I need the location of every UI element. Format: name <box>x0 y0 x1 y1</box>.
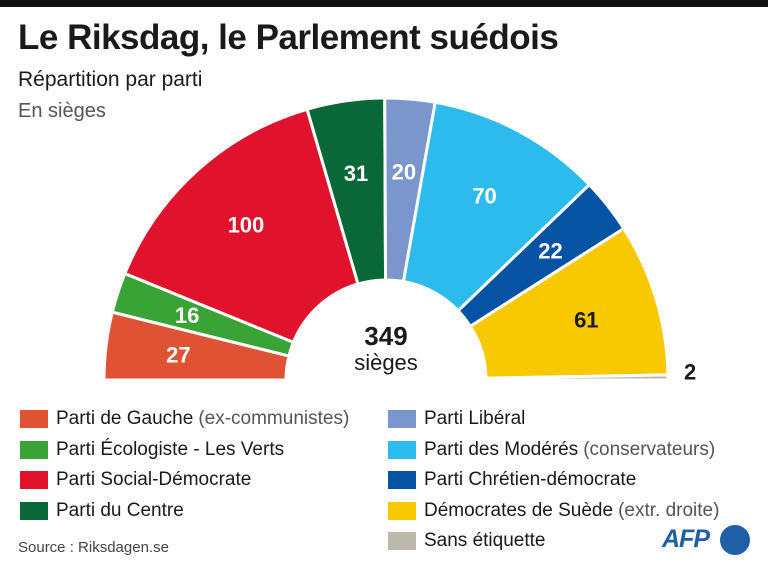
legend-item: Démocrates de Suède (extr. droite) <box>388 496 719 527</box>
legend-item: Parti Libéral <box>388 404 719 435</box>
legend-label: Parti Social-Démocrate <box>56 469 252 491</box>
legend-swatch <box>20 440 48 459</box>
legend-swatch <box>388 440 416 459</box>
legend-right: Parti Libéral Parti des Modérés (conservat… <box>388 404 719 557</box>
legend-swatch <box>20 501 48 520</box>
legend-note: (conservateurs) <box>583 438 716 460</box>
legend-label: Parti des Modérés <box>424 438 579 460</box>
parliament-chart: 27 16 100 31 20 70 22 61 2 349 sièges <box>102 96 696 384</box>
legend-swatch <box>388 532 416 551</box>
legend-item: Parti des Modérés (conservateurs) <box>388 435 719 466</box>
legend-label: Parti Écologiste - Les Verts <box>56 438 285 460</box>
legend-label: Sans étiquette <box>424 530 546 552</box>
slice <box>484 373 670 382</box>
slice-label: 16 <box>175 303 199 328</box>
chart-unit: En sièges <box>18 100 106 122</box>
legend-swatch <box>388 471 416 490</box>
legend-label: Parti Chrétien-démocrate <box>424 469 637 491</box>
legend-label: Démocrates de Suède <box>424 499 614 521</box>
legend-swatch <box>388 410 416 429</box>
legend-item: Sans étiquette <box>388 526 719 557</box>
slice-label: 70 <box>472 183 496 208</box>
afp-logo-text: AFP <box>662 525 710 553</box>
slice <box>122 107 360 345</box>
slice-label: 31 <box>344 161 368 186</box>
legend-label: Parti de Gauche <box>56 408 194 430</box>
afp-logo-dot <box>720 525 750 555</box>
legend-item: Parti du Centre <box>20 496 349 527</box>
afp-logo: AFP <box>662 524 750 556</box>
slice-label: 20 <box>392 160 416 185</box>
legend-item: Parti Chrétien-démocrate <box>388 465 719 496</box>
slice-label: 100 <box>228 213 265 238</box>
slice <box>401 100 592 313</box>
center-total: 349 <box>364 321 407 351</box>
source-note: Source : Riksdagen.se <box>18 539 169 556</box>
legend-swatch <box>388 501 416 520</box>
slice-label: 2 <box>684 359 696 384</box>
page-title: Le Riksdag, le Parlement suédois <box>18 18 559 57</box>
slice-label: 61 <box>574 308 598 333</box>
legend-item: Parti de Gauche (ex-communistes) <box>20 404 349 435</box>
legend-left: Parti de Gauche (ex-communistes) Parti Éco… <box>20 404 349 526</box>
legend-item: Parti Écologiste - Les Verts <box>20 435 349 466</box>
legend-item: Parti Social-Démocrate <box>20 465 349 496</box>
slice <box>468 226 670 380</box>
legend-note: (extr. droite) <box>618 499 720 521</box>
legend-swatch <box>20 471 48 490</box>
legend-label: Parti Libéral <box>424 408 526 430</box>
center-label: sièges <box>354 350 418 375</box>
legend-label: Parti du Centre <box>56 499 184 521</box>
slice-label: 22 <box>538 239 562 264</box>
legend-swatch <box>20 410 48 429</box>
chart-subtitle: Répartition par parti <box>18 68 203 91</box>
legend-note: (ex-communistes) <box>198 408 350 430</box>
slice-label: 27 <box>166 343 190 368</box>
top-bar <box>0 0 768 7</box>
